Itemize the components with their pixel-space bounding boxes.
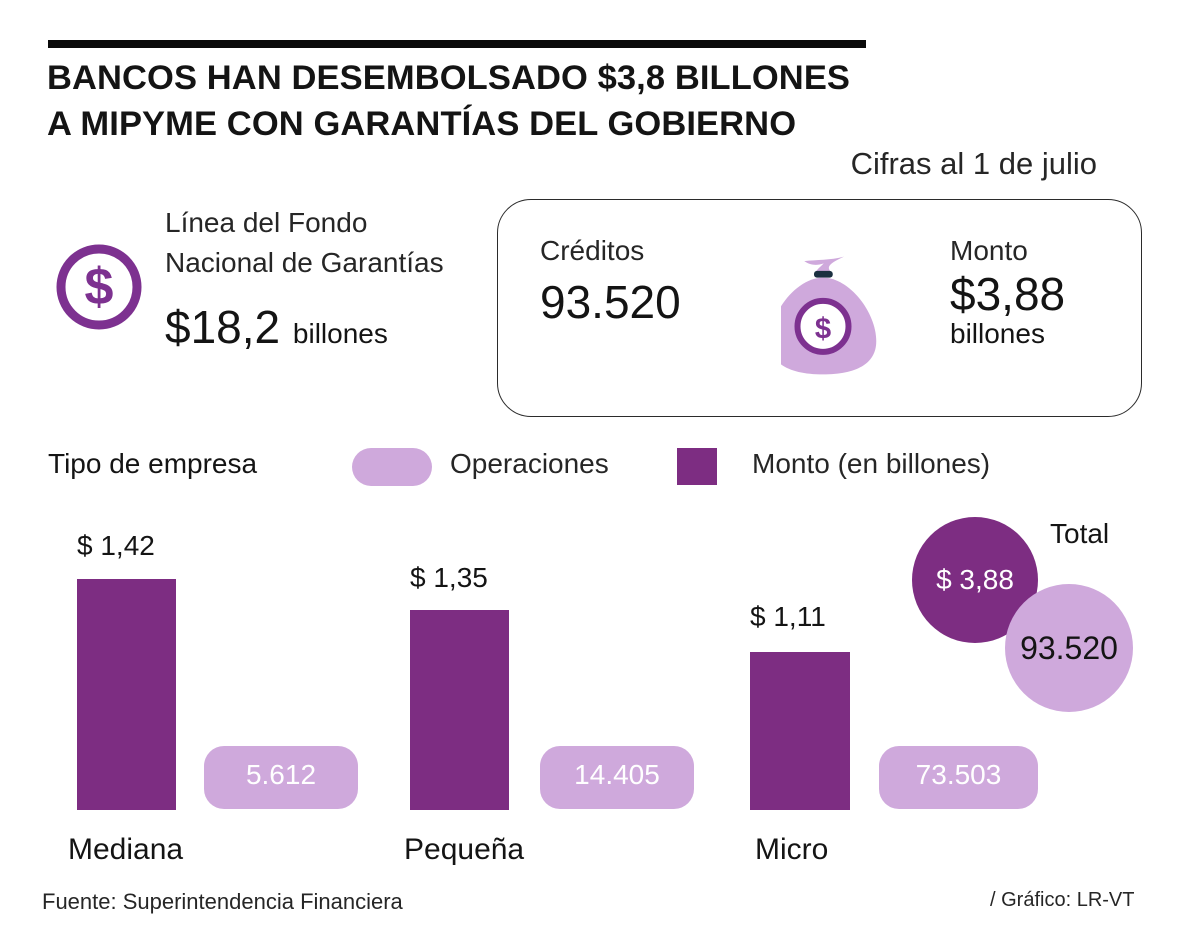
svg-text:$: $ <box>85 258 114 316</box>
svg-text:$: $ <box>815 313 831 345</box>
